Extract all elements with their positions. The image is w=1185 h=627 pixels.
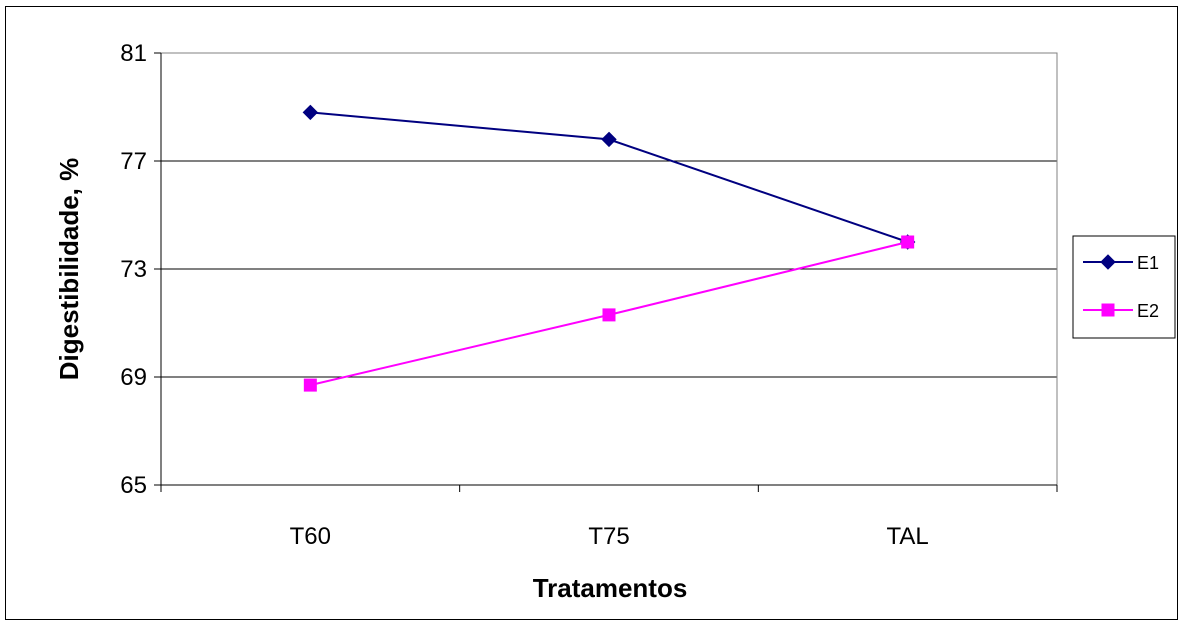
y-tick-label: 73 <box>120 256 147 283</box>
x-tick-label: T75 <box>588 523 629 550</box>
data-point <box>302 104 319 121</box>
series-e1 <box>302 104 916 250</box>
legend-label: E1 <box>1137 253 1159 273</box>
legend: E1 E2 <box>1072 235 1176 339</box>
x-tick-label: T60 <box>290 523 331 550</box>
y-tick-label: 65 <box>120 472 147 499</box>
data-point <box>602 308 616 322</box>
legend-box <box>1072 235 1176 339</box>
y-tick-label: 77 <box>120 148 147 175</box>
y-tick-label: 81 <box>120 40 147 67</box>
legend-label: E2 <box>1137 301 1159 321</box>
legend-marker <box>1101 303 1115 317</box>
data-point <box>601 131 617 148</box>
x-axis-title: Tratamentos <box>533 573 688 603</box>
y-tick-label: 69 <box>120 364 147 391</box>
legend-marker <box>1100 254 1116 270</box>
data-point <box>303 378 317 392</box>
series-e2 <box>303 235 915 392</box>
series-layer <box>302 104 916 392</box>
axes: 65 69 73 77 81 T60 T75 TAL <box>120 40 1058 550</box>
gridlines <box>161 160 1057 378</box>
y-axis-title: Digestibilidade, % <box>54 158 84 381</box>
data-point <box>901 235 915 249</box>
chart-frame <box>5 6 1178 620</box>
x-tick-label: TAL <box>887 523 929 550</box>
